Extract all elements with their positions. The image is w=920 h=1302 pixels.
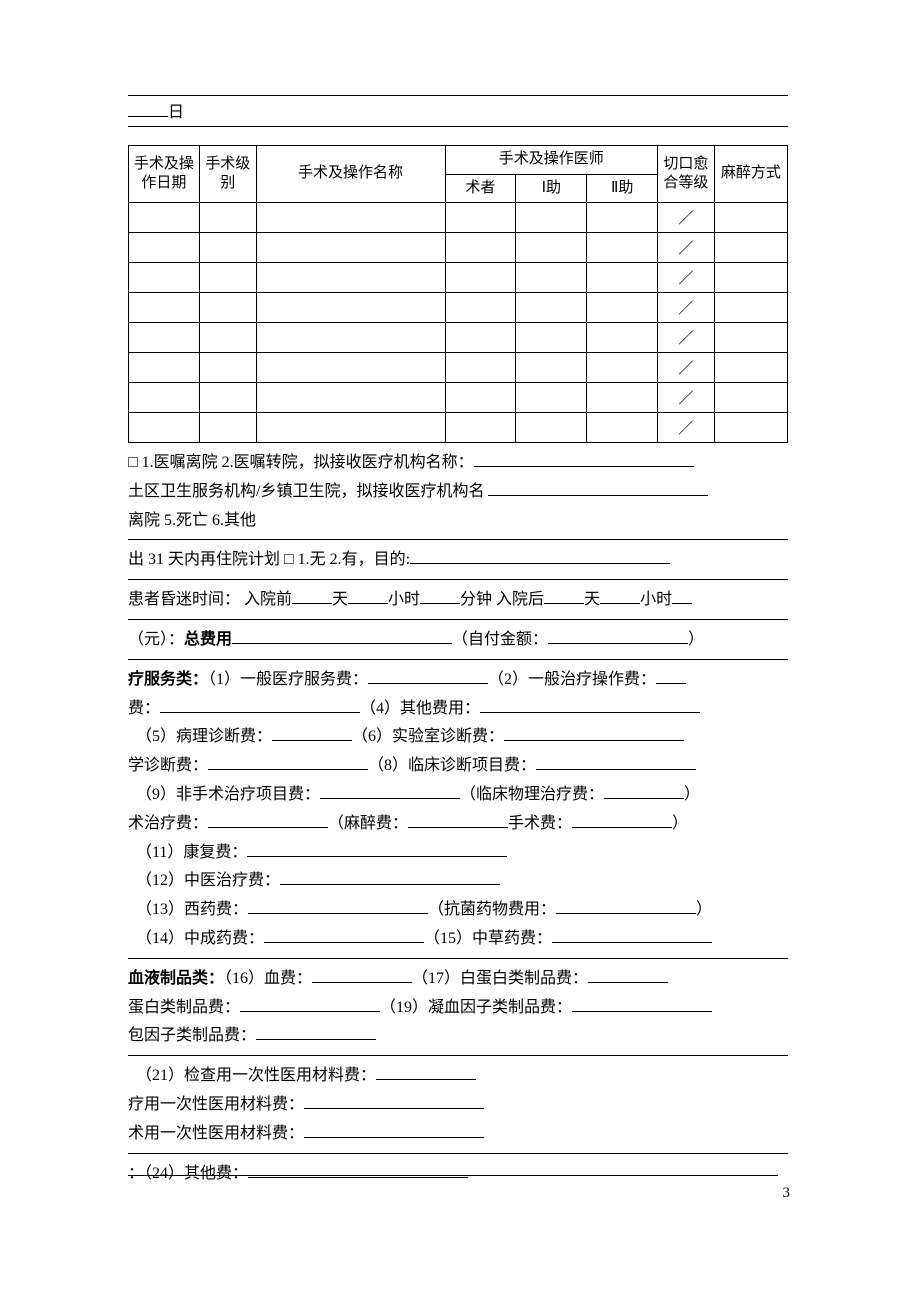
fee-material-section: （21）检查用一次性医用材料费： 疗用一次性医用材料费： 术用一次性医用材料费： — [128, 1056, 788, 1153]
blank[interactable] — [600, 603, 640, 604]
coma-prefix: 患者昏迷时间： 入院前 — [128, 591, 292, 608]
blank[interactable] — [264, 942, 424, 943]
incision-slash: ／ — [658, 353, 715, 383]
blank[interactable] — [304, 1108, 484, 1109]
blank[interactable] — [240, 1011, 380, 1012]
blank[interactable] — [556, 913, 696, 914]
service-label: 疗服务类： — [128, 671, 208, 688]
surgery-tbody: ／ ／ ／ ／ ／ ／ ／ ／ — [129, 203, 788, 443]
date-line: 日 — [128, 98, 788, 127]
blank[interactable] — [408, 827, 508, 828]
th-op-name: 手术及操作名称 — [256, 146, 445, 203]
blank[interactable] — [488, 495, 708, 496]
incision-slash: ／ — [658, 203, 715, 233]
discharge-section: □ 1.医嘱离院 2.医嘱转院，拟接收医疗机构名称： 土区卫生服务机构/乡镇卫生… — [128, 443, 788, 540]
blank[interactable] — [280, 884, 500, 885]
blank[interactable] — [272, 740, 352, 741]
blank[interactable] — [248, 1177, 468, 1178]
incision-slash: ／ — [658, 323, 715, 353]
th-surgeons-group: 手术及操作医师 — [445, 146, 658, 175]
day-label: 日 — [168, 104, 184, 121]
blank[interactable] — [256, 1039, 376, 1040]
blank[interactable] — [348, 603, 388, 604]
table-row: ／ — [129, 383, 788, 413]
fee-total-section: （元）：总费用（自付金额：） — [128, 620, 788, 660]
surgery-table: 手术及操作日期 手术级别 手术及操作名称 手术及操作医师 切口愈合等级 麻醉方式… — [128, 145, 788, 443]
th-assist1: Ⅰ助 — [516, 174, 587, 203]
fee-blood-section: 血液制品类：（16）血费：（17）白蛋白类制品费： 蛋白类制品费：（19）凝血因… — [128, 959, 788, 1056]
blank-day[interactable] — [128, 116, 168, 117]
blank[interactable] — [672, 603, 692, 604]
blank[interactable] — [504, 740, 684, 741]
blank[interactable] — [292, 603, 332, 604]
blank[interactable] — [552, 942, 712, 943]
blood-label: 血液制品类： — [128, 970, 224, 987]
th-assist2: Ⅱ助 — [587, 174, 658, 203]
fee-other-section: ：（24）其他费： — [128, 1154, 788, 1193]
incision-slash: ／ — [658, 263, 715, 293]
blank[interactable] — [247, 856, 507, 857]
total-fee-label: 总费用 — [184, 631, 232, 648]
blank[interactable] — [232, 643, 452, 644]
blank[interactable] — [480, 712, 700, 713]
blank[interactable] — [160, 712, 360, 713]
blank[interactable] — [536, 769, 696, 770]
blank[interactable] — [312, 982, 412, 983]
table-row: ／ — [129, 203, 788, 233]
th-anesthesia: 麻醉方式 — [714, 146, 787, 203]
incision-slash: ／ — [658, 293, 715, 323]
table-row: ／ — [129, 263, 788, 293]
incision-slash: ／ — [658, 233, 715, 263]
blank[interactable] — [572, 1011, 712, 1012]
blank[interactable] — [376, 1079, 476, 1080]
blank[interactable] — [474, 466, 694, 467]
th-incision: 切口愈合等级 — [658, 146, 715, 203]
blank[interactable] — [368, 683, 488, 684]
page-content: 日 手术及操作日期 手术级别 手术及操作名称 手术及操作医师 切口愈合等级 麻醉… — [128, 95, 788, 1192]
blank[interactable] — [420, 603, 460, 604]
blank[interactable] — [544, 603, 584, 604]
incision-slash: ／ — [658, 413, 715, 443]
blank[interactable] — [208, 769, 368, 770]
table-row: ／ — [129, 293, 788, 323]
table-row: ／ — [129, 323, 788, 353]
rule-bottom — [128, 1175, 778, 1176]
blank[interactable] — [548, 643, 688, 644]
blank[interactable] — [248, 913, 428, 914]
blank[interactable] — [304, 1137, 484, 1138]
blank[interactable] — [320, 798, 460, 799]
blank[interactable] — [588, 982, 668, 983]
discharge-line1: □ 1.医嘱离院 2.医嘱转院，拟接收医疗机构名称： — [128, 454, 474, 471]
fee-service-section: 疗服务类：（1）一般医疗服务费：（2）一般治疗操作费： 费：（4）其他费用： （… — [128, 660, 788, 959]
coma-section: 患者昏迷时间： 入院前天小时分钟 入院后天小时 — [128, 580, 788, 620]
th-op-level: 手术级别 — [199, 146, 256, 203]
readmit-section: 出 31 天内再住院计划 □ 1.无 2.有，目的: — [128, 540, 788, 580]
blank[interactable] — [208, 827, 328, 828]
blank[interactable] — [572, 827, 672, 828]
readmit-text: 出 31 天内再住院计划 □ 1.无 2.有，目的: — [128, 551, 410, 568]
table-row: ／ — [129, 413, 788, 443]
table-row: ／ — [129, 233, 788, 263]
incision-slash: ／ — [658, 383, 715, 413]
th-surgeon: 术者 — [445, 174, 516, 203]
blank[interactable] — [656, 683, 686, 684]
discharge-line3: 离院 5.死亡 6.其他 — [128, 512, 256, 529]
page-number: 3 — [783, 1185, 791, 1202]
rule-top — [128, 95, 788, 96]
table-row: ／ — [129, 353, 788, 383]
th-op-date: 手术及操作日期 — [129, 146, 200, 203]
blank[interactable] — [410, 563, 670, 564]
discharge-line2: 土区卫生服务机构/乡镇卫生院，拟接收医疗机构名 — [128, 483, 488, 500]
blank[interactable] — [604, 798, 684, 799]
